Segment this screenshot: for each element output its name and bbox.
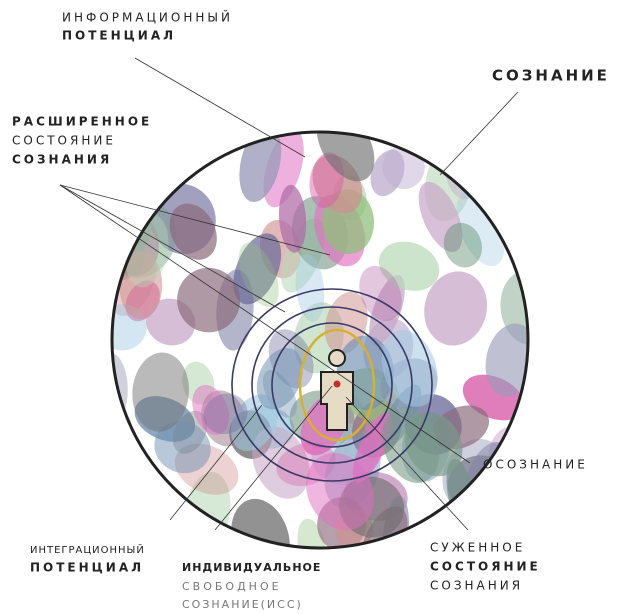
label: ОСОЗНАНИЕ (483, 458, 588, 472)
label: СОЗНАНИЕ (492, 67, 610, 85)
label: СВОБОДНОЕ (182, 580, 282, 593)
label: ПОТЕНЦИАЛ (62, 29, 176, 43)
blob (505, 116, 551, 176)
blob (465, 479, 522, 544)
label: СОСТОЯНИЕ (430, 560, 541, 574)
blob (86, 488, 133, 545)
label: СОСТОЯНИЕ (12, 134, 116, 148)
label: СОЗНАНИЯ (430, 579, 523, 593)
blob (104, 161, 148, 213)
label: ИНДИВИДУАЛЬНОЕ (182, 561, 321, 574)
blob (93, 353, 128, 426)
blob (125, 122, 180, 176)
blob (470, 98, 524, 163)
label: ИНФОРМАЦИОННЫЙ (62, 10, 233, 25)
label: ИНТЕГРАЦИОННЫЙ (30, 543, 145, 556)
information-blobs (80, 97, 558, 592)
blob (80, 428, 154, 515)
diagram: ИНФОРМАЦИОННЫЙ ПОТЕНЦИАЛ СОЗНАНИЕ РАСШИР… (0, 0, 617, 614)
label: СУЖЕННОЕ (430, 541, 525, 555)
label: ПОТЕНЦИАЛ (30, 561, 144, 575)
label: СОЗНАНИЯ (12, 153, 112, 167)
label: СОЗНАНИЕ(ИСС) (182, 598, 303, 611)
label: РАСШИРЕННОЕ (12, 115, 152, 129)
